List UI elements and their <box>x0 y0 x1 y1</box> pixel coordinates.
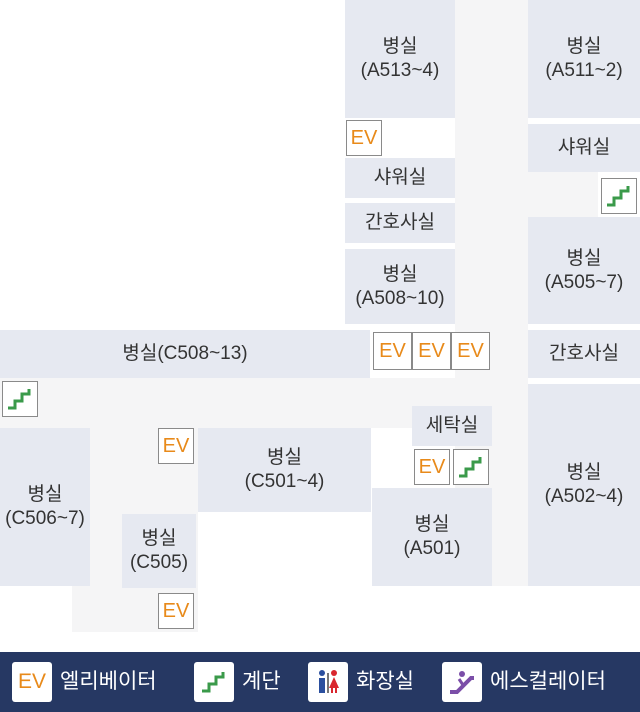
elevator-icon: EV <box>158 428 194 464</box>
elevator-icon: EV <box>158 593 194 629</box>
room-a502-name: 병실 <box>566 462 602 483</box>
legend-elevator-label: 엘리베이터 <box>60 670 157 693</box>
room-c505-code: (C505) <box>129 552 189 573</box>
stairs-icon <box>194 662 234 702</box>
room-c505: 병실 (C505) <box>122 514 196 588</box>
escalator-icon <box>442 662 482 702</box>
room-nurse-right-name: 간호사실 <box>549 343 619 364</box>
elevator-icon: EV <box>451 332 490 370</box>
room-shower-right: 샤워실 <box>528 124 640 172</box>
room-laundry: 세탁실 <box>412 406 492 446</box>
room-c501: 병실 (C501~4) <box>198 428 371 512</box>
room-a511-name: 병실 <box>566 36 602 57</box>
room-shower-center: 샤워실 <box>345 158 455 198</box>
elevator-icon: EV <box>346 120 382 156</box>
legend-elevator-glyph: EV <box>17 670 46 693</box>
room-a508-name: 병실 <box>382 263 418 285</box>
room-c501-name: 병실 <box>267 447 302 468</box>
elevator-icon: EV <box>412 332 451 370</box>
room-a501-name: 병실 <box>414 514 450 535</box>
room-c506-name: 병실 <box>27 484 63 505</box>
room-a501-code: (A501) <box>403 538 461 559</box>
corridor-right-gap <box>528 172 598 217</box>
legend-restroom-label: 화장실 <box>356 670 414 693</box>
room-c501-code: (C501~4) <box>244 471 325 492</box>
stairs-icon <box>601 178 637 214</box>
room-shower-center-name: 샤워실 <box>373 167 427 188</box>
room-a513: 병실 (A513~4) <box>345 0 455 118</box>
room-nurse-center-name: 간호사실 <box>365 212 435 233</box>
legend-escalator-label: 에스컬레이터 <box>490 670 606 693</box>
room-a505-code: (A505~7) <box>544 271 624 293</box>
room-a513-name: 병실 <box>382 36 418 57</box>
elevator-icon: EV <box>12 662 52 702</box>
room-a508: 병실 (A508~10) <box>345 249 455 324</box>
room-shower-right-name: 샤워실 <box>557 137 611 158</box>
room-a505-name: 병실 <box>566 247 602 269</box>
room-c506: 병실 (C506~7) <box>0 428 90 586</box>
room-laundry-name: 세탁실 <box>425 415 479 436</box>
room-c505-name: 병실 <box>141 528 177 549</box>
room-a508-code: (A508~10) <box>355 287 445 309</box>
stairs-icon <box>453 449 489 485</box>
room-a511-code: (A511~2) <box>545 60 623 81</box>
restroom-icon <box>308 662 348 702</box>
room-a505: 병실 (A505~7) <box>528 217 640 324</box>
room-c506-code: (C506~7) <box>5 508 85 529</box>
room-a513-code: (A513~4) <box>360 60 440 81</box>
stairs-icon <box>2 381 38 417</box>
elevator-icon: EV <box>414 449 450 485</box>
legend-stairs-label: 계단 <box>242 670 281 693</box>
room-a511: 병실 (A511~2) <box>528 0 640 118</box>
room-nurse-center: 간호사실 <box>345 203 455 243</box>
room-c508-name: 병실(C508~13) <box>122 343 248 364</box>
room-c508: 병실(C508~13) <box>0 330 370 378</box>
elevator-icon: EV <box>373 332 412 370</box>
room-nurse-right: 간호사실 <box>528 330 640 378</box>
room-a502: 병실 (A502~4) <box>528 384 640 586</box>
room-a501: 병실 (A501) <box>372 488 492 586</box>
room-a502-code: (A502~4) <box>544 486 624 507</box>
